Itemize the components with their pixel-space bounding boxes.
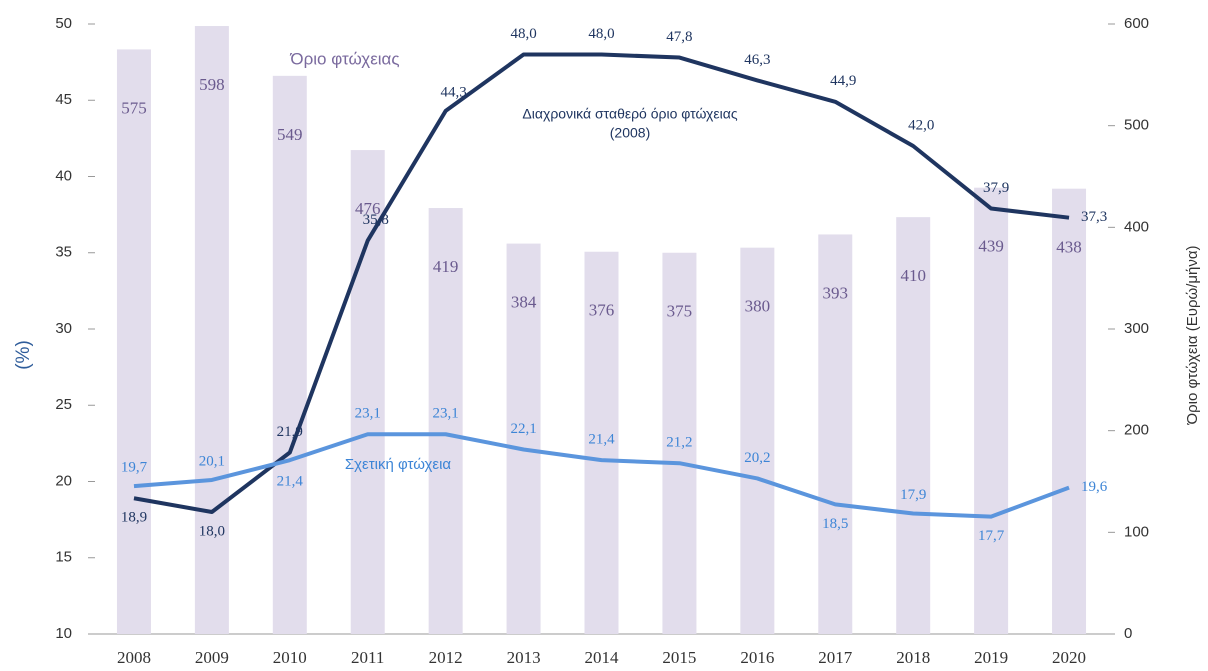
- value-label: 44,3: [441, 84, 467, 100]
- value-label: 44,9: [830, 73, 856, 89]
- x-tick-label: 2016: [740, 648, 774, 667]
- bar-value-label: 410: [900, 266, 926, 285]
- y-tick-label: 40: [55, 167, 72, 184]
- y-axis-label: (%): [13, 340, 34, 370]
- y2-tick-label: 0: [1124, 625, 1132, 642]
- value-label: 19,7: [121, 460, 148, 476]
- bar-value-label: 575: [121, 98, 147, 117]
- annotation: (2008): [610, 125, 650, 141]
- annotation: Διαχρονικά σταθερό όριο φτώχειας: [522, 106, 737, 122]
- y2-axis-label: Όριο φτώχεια (Ευρώ/μήνα): [1184, 245, 1201, 425]
- y-tick-label: 50: [55, 15, 72, 32]
- value-label: 20,2: [744, 450, 770, 466]
- bar: [272, 75, 307, 635]
- bar-value-label: 380: [745, 297, 771, 316]
- x-tick-label: 2012: [429, 648, 463, 667]
- bar-value-label: 438: [1056, 238, 1082, 257]
- value-label: 19,6: [1081, 479, 1108, 495]
- x-tick-label: 2020: [1052, 648, 1086, 667]
- x-tick-label: 2008: [117, 648, 151, 667]
- bar: [194, 26, 229, 635]
- y-tick-label: 25: [55, 396, 72, 413]
- bar: [116, 49, 151, 634]
- y-tick-label: 15: [55, 549, 72, 566]
- value-label: 18,0: [199, 523, 225, 539]
- value-label: 42,0: [908, 117, 934, 133]
- value-label: 21,4: [277, 474, 304, 490]
- value-label: 18,9: [121, 510, 147, 526]
- x-tick-label: 2017: [818, 648, 853, 667]
- value-label: 21,2: [666, 435, 692, 451]
- bar-value-label: 376: [589, 301, 615, 320]
- value-label: 23,1: [433, 406, 459, 422]
- y-tick-label: 30: [55, 320, 72, 337]
- value-label: 18,5: [822, 516, 848, 532]
- bar: [974, 187, 1009, 634]
- bar-value-label: 393: [823, 283, 849, 302]
- bar-value-label: 384: [511, 293, 537, 312]
- x-tick-label: 2015: [662, 648, 696, 667]
- line: [133, 432, 1070, 519]
- value-label: 47,8: [666, 29, 692, 45]
- y2-tick-label: 500: [1124, 117, 1149, 134]
- bar: [740, 247, 775, 634]
- value-label: 48,0: [510, 26, 536, 42]
- value-label: 37,9: [983, 180, 1009, 196]
- annotation: Σχετική φτώχεια: [345, 456, 452, 473]
- bar: [662, 252, 697, 634]
- y2-tick-label: 200: [1124, 422, 1149, 439]
- value-label: 46,3: [744, 52, 770, 68]
- value-label: 23,1: [355, 406, 381, 422]
- y2-tick-label: 300: [1124, 320, 1149, 337]
- annotation: Όριο φτώχειας: [289, 49, 399, 68]
- value-label: 35,8: [363, 212, 389, 228]
- y-tick-label: 45: [55, 91, 72, 108]
- bar: [818, 234, 853, 634]
- value-label: 21,4: [588, 432, 615, 448]
- y2-tick-label: 400: [1124, 218, 1149, 235]
- bar-value-label: 549: [277, 125, 303, 144]
- value-label: 48,0: [588, 26, 614, 42]
- bar: [1052, 188, 1087, 634]
- bar: [428, 208, 463, 634]
- bar-value-label: 598: [199, 75, 225, 94]
- bar-value-label: 375: [667, 302, 693, 321]
- y-tick-label: 35: [55, 244, 72, 261]
- bar: [584, 251, 619, 634]
- bar-value-label: 419: [433, 257, 459, 276]
- x-tick-label: 2010: [273, 648, 307, 667]
- y-tick-label: 20: [55, 472, 72, 489]
- value-label: 17,9: [900, 487, 926, 503]
- x-tick-label: 2018: [896, 648, 930, 667]
- y2-tick-label: 600: [1124, 15, 1149, 32]
- x-tick-label: 2009: [195, 648, 229, 667]
- value-label: 21,9: [277, 424, 303, 440]
- bar: [896, 217, 931, 634]
- x-tick-label: 2014: [585, 648, 620, 667]
- value-label: 37,3: [1081, 209, 1107, 225]
- x-tick-label: 2013: [507, 648, 541, 667]
- line: [133, 52, 1070, 514]
- value-label: 22,1: [510, 421, 536, 437]
- bar: [350, 150, 385, 635]
- x-tick-label: 2011: [351, 648, 384, 667]
- bar-value-label: 476: [355, 199, 381, 218]
- x-tick-label: 2019: [974, 648, 1008, 667]
- value-label: 17,7: [978, 528, 1005, 544]
- bar-value-label: 439: [978, 237, 1004, 256]
- y2-tick-label: 100: [1124, 523, 1149, 540]
- bar: [506, 243, 541, 634]
- y-tick-label: 10: [55, 625, 72, 642]
- value-label: 20,1: [199, 453, 225, 469]
